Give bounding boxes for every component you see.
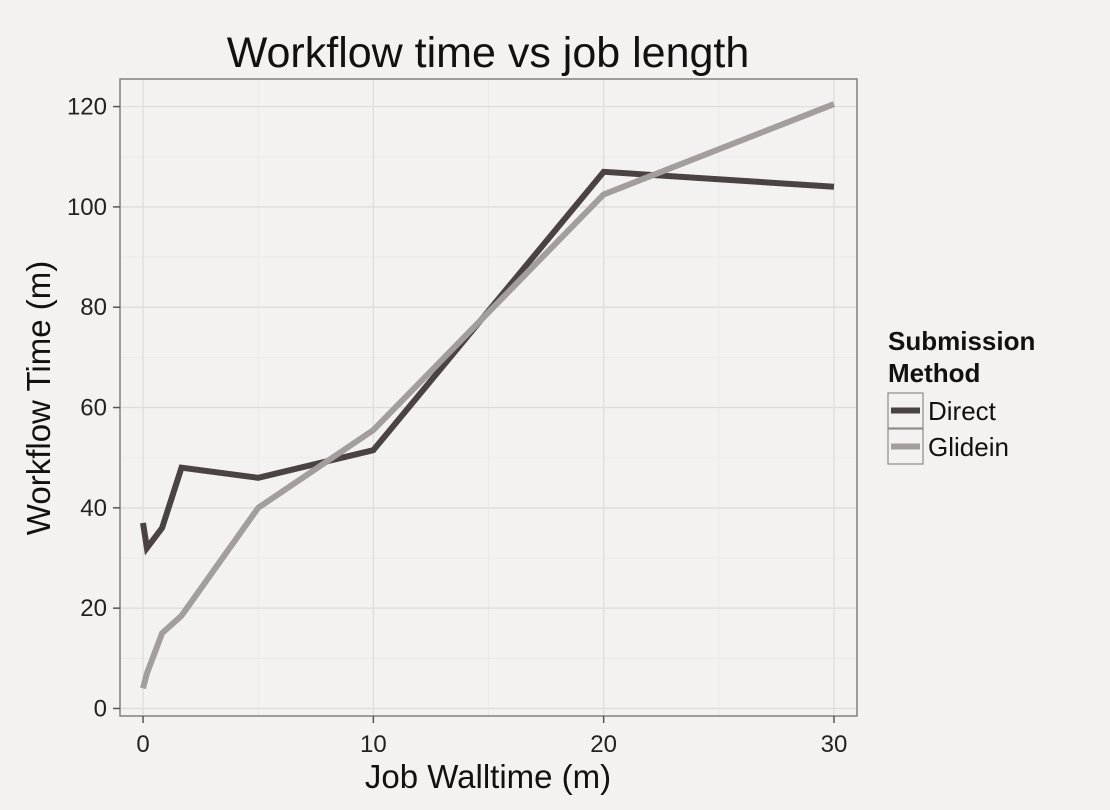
x-tick-label: 20 — [590, 731, 617, 758]
x-axis: 0 10 20 30 — [136, 716, 847, 758]
series-line-glidein — [140, 101, 836, 690]
x-axis-label: Job Walltime (m) — [365, 758, 611, 795]
plot-panel-border — [119, 78, 858, 717]
legend-label-direct: Direct — [928, 396, 997, 426]
legend-title-line-1: Submission — [888, 326, 1035, 356]
legend-entries: Direct Glidein — [887, 392, 1009, 465]
x-tick-label: 30 — [821, 731, 848, 758]
y-tick-label: 100 — [67, 194, 107, 221]
y-axis-label: Workflow Time (m) — [20, 261, 57, 535]
y-tick-label: 60 — [80, 395, 107, 422]
series-lines — [140, 101, 836, 690]
legend-title-line-2: Method — [888, 358, 980, 388]
x-tick-label: 0 — [136, 731, 149, 758]
y-axis: 0 20 40 60 80 100 120 — [67, 94, 120, 722]
chart-title: Workflow time vs job length — [227, 29, 750, 77]
major-gridlines — [120, 79, 857, 716]
legend: Submission Method Direct Glidein — [887, 326, 1035, 465]
y-tick-label: 80 — [80, 294, 107, 321]
y-tick-label: 120 — [67, 94, 107, 121]
minor-gridlines — [120, 79, 857, 716]
x-tick-label: 10 — [360, 731, 387, 758]
y-tick-label: 20 — [80, 595, 107, 622]
legend-label-glidein: Glidein — [928, 432, 1009, 462]
y-tick-label: 0 — [94, 695, 107, 722]
y-tick-label: 40 — [80, 495, 107, 522]
series-line-direct — [140, 168, 835, 556]
